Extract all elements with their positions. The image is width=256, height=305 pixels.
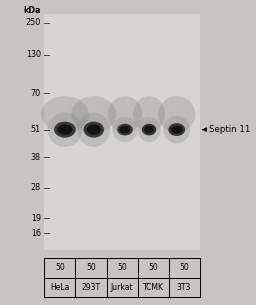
Bar — [45, 14, 199, 250]
Text: 51: 51 — [31, 125, 41, 134]
Text: Jurkat: Jurkat — [111, 283, 133, 292]
Text: Septin 11: Septin 11 — [209, 125, 251, 134]
Ellipse shape — [83, 122, 104, 138]
Text: 50: 50 — [55, 263, 65, 272]
Ellipse shape — [48, 113, 82, 147]
Text: 28: 28 — [31, 183, 41, 192]
Ellipse shape — [87, 124, 101, 135]
Text: 130: 130 — [26, 50, 41, 59]
Text: 3T3: 3T3 — [177, 283, 191, 292]
Text: 250: 250 — [26, 18, 41, 27]
Text: HeLa: HeLa — [50, 283, 70, 292]
Ellipse shape — [133, 96, 165, 133]
Text: 19: 19 — [31, 214, 41, 223]
Ellipse shape — [168, 123, 185, 136]
Ellipse shape — [77, 113, 110, 147]
Ellipse shape — [113, 117, 137, 142]
Text: TCMK: TCMK — [143, 283, 164, 292]
Ellipse shape — [144, 126, 154, 133]
Text: kDa: kDa — [23, 6, 41, 15]
Ellipse shape — [117, 124, 133, 135]
Ellipse shape — [171, 126, 183, 134]
Text: 50: 50 — [148, 263, 158, 272]
Ellipse shape — [108, 96, 142, 133]
Text: 50: 50 — [86, 263, 96, 272]
Text: 38: 38 — [31, 152, 41, 162]
Ellipse shape — [163, 116, 190, 143]
Ellipse shape — [158, 96, 195, 133]
Ellipse shape — [41, 96, 89, 133]
Ellipse shape — [57, 124, 72, 135]
Ellipse shape — [137, 117, 161, 142]
Text: 50: 50 — [117, 263, 127, 272]
Ellipse shape — [71, 96, 116, 133]
Ellipse shape — [142, 124, 156, 135]
Text: 70: 70 — [31, 88, 41, 98]
Text: 16: 16 — [31, 229, 41, 238]
Ellipse shape — [120, 126, 131, 133]
Text: 293T: 293T — [81, 283, 101, 292]
Ellipse shape — [54, 122, 76, 138]
Text: 50: 50 — [179, 263, 189, 272]
